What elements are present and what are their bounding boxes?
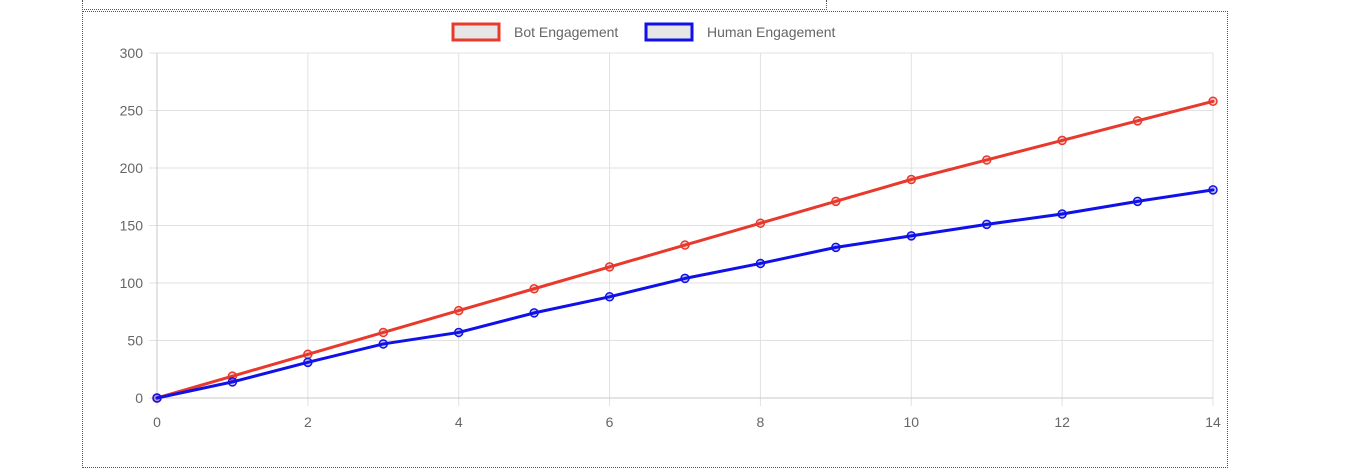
data-point-bot-engagement[interactable] bbox=[906, 174, 917, 185]
data-point-bot-engagement[interactable] bbox=[755, 218, 766, 228]
data-point-human-engagement[interactable] bbox=[604, 292, 615, 302]
axes: 0 50 100 150 200 250 300 0 2 4 6 8 10 12 14 bbox=[120, 45, 1221, 430]
series-line-bot-engagement bbox=[155, 99, 1215, 400]
data-point-bot-engagement[interactable] bbox=[981, 155, 992, 165]
data-point-human-engagement[interactable] bbox=[378, 339, 389, 349]
data-point-human-engagement[interactable] bbox=[303, 357, 313, 368]
legend-swatch-human-engagement[interactable] bbox=[644, 22, 694, 42]
x-tick-label: 12 bbox=[1054, 414, 1070, 430]
y-tick-label: 150 bbox=[120, 218, 144, 234]
series-line-human-engagement bbox=[155, 188, 1215, 400]
x-tick-label: 6 bbox=[606, 414, 614, 430]
outer-frame-top bbox=[82, 0, 827, 10]
data-point-human-engagement[interactable] bbox=[680, 273, 690, 284]
data-point-human-engagement[interactable] bbox=[1132, 196, 1143, 207]
y-tick-label: 250 bbox=[120, 103, 144, 119]
data-point-bot-engagement[interactable] bbox=[1057, 135, 1067, 146]
x-tick-label: 14 bbox=[1205, 414, 1221, 430]
legend-label-human-engagement[interactable]: Human Engagement bbox=[707, 24, 836, 40]
y-tick-label: 0 bbox=[135, 390, 143, 406]
y-tick-label: 200 bbox=[120, 160, 144, 176]
data-point-human-engagement[interactable] bbox=[152, 393, 162, 403]
y-tick-label: 50 bbox=[127, 333, 143, 349]
x-tick-label: 2 bbox=[304, 414, 312, 430]
data-point-human-engagement[interactable] bbox=[453, 327, 464, 338]
x-tick-label: 0 bbox=[153, 414, 161, 430]
y-tick-label: 300 bbox=[120, 45, 144, 61]
data-point-bot-engagement[interactable] bbox=[604, 262, 615, 272]
data-point-human-engagement[interactable] bbox=[831, 242, 841, 253]
data-point-human-engagement[interactable] bbox=[227, 377, 238, 387]
data-point-human-engagement[interactable] bbox=[529, 308, 539, 318]
data-point-bot-engagement[interactable] bbox=[680, 240, 690, 250]
data-point-human-engagement[interactable] bbox=[1208, 185, 1218, 195]
data-point-human-engagement[interactable] bbox=[755, 258, 766, 269]
data-point-human-engagement[interactable] bbox=[981, 219, 992, 230]
data-point-human-engagement[interactable] bbox=[906, 231, 917, 241]
data-point-bot-engagement[interactable] bbox=[831, 196, 841, 207]
data-point-bot-engagement[interactable] bbox=[453, 305, 464, 316]
y-tick-label: 100 bbox=[120, 275, 144, 291]
x-tick-label: 10 bbox=[903, 414, 919, 430]
series-lines bbox=[152, 96, 1218, 403]
data-point-human-engagement[interactable] bbox=[1057, 209, 1067, 219]
chart-container bbox=[82, 11, 1228, 468]
x-tick-label: 4 bbox=[455, 414, 463, 430]
x-tick-label: 8 bbox=[757, 414, 765, 430]
data-point-bot-engagement[interactable] bbox=[303, 349, 313, 360]
data-point-bot-engagement[interactable] bbox=[529, 284, 539, 294]
data-point-bot-engagement[interactable] bbox=[1132, 116, 1143, 126]
legend-label-bot-engagement[interactable]: Bot Engagement bbox=[514, 24, 618, 40]
data-point-bot-engagement[interactable] bbox=[378, 327, 389, 338]
legend-swatch-bot-engagement[interactable] bbox=[451, 22, 501, 42]
data-point-bot-engagement[interactable] bbox=[1208, 96, 1218, 107]
legend[interactable]: Bot Engagement Human Engagement bbox=[451, 22, 836, 42]
